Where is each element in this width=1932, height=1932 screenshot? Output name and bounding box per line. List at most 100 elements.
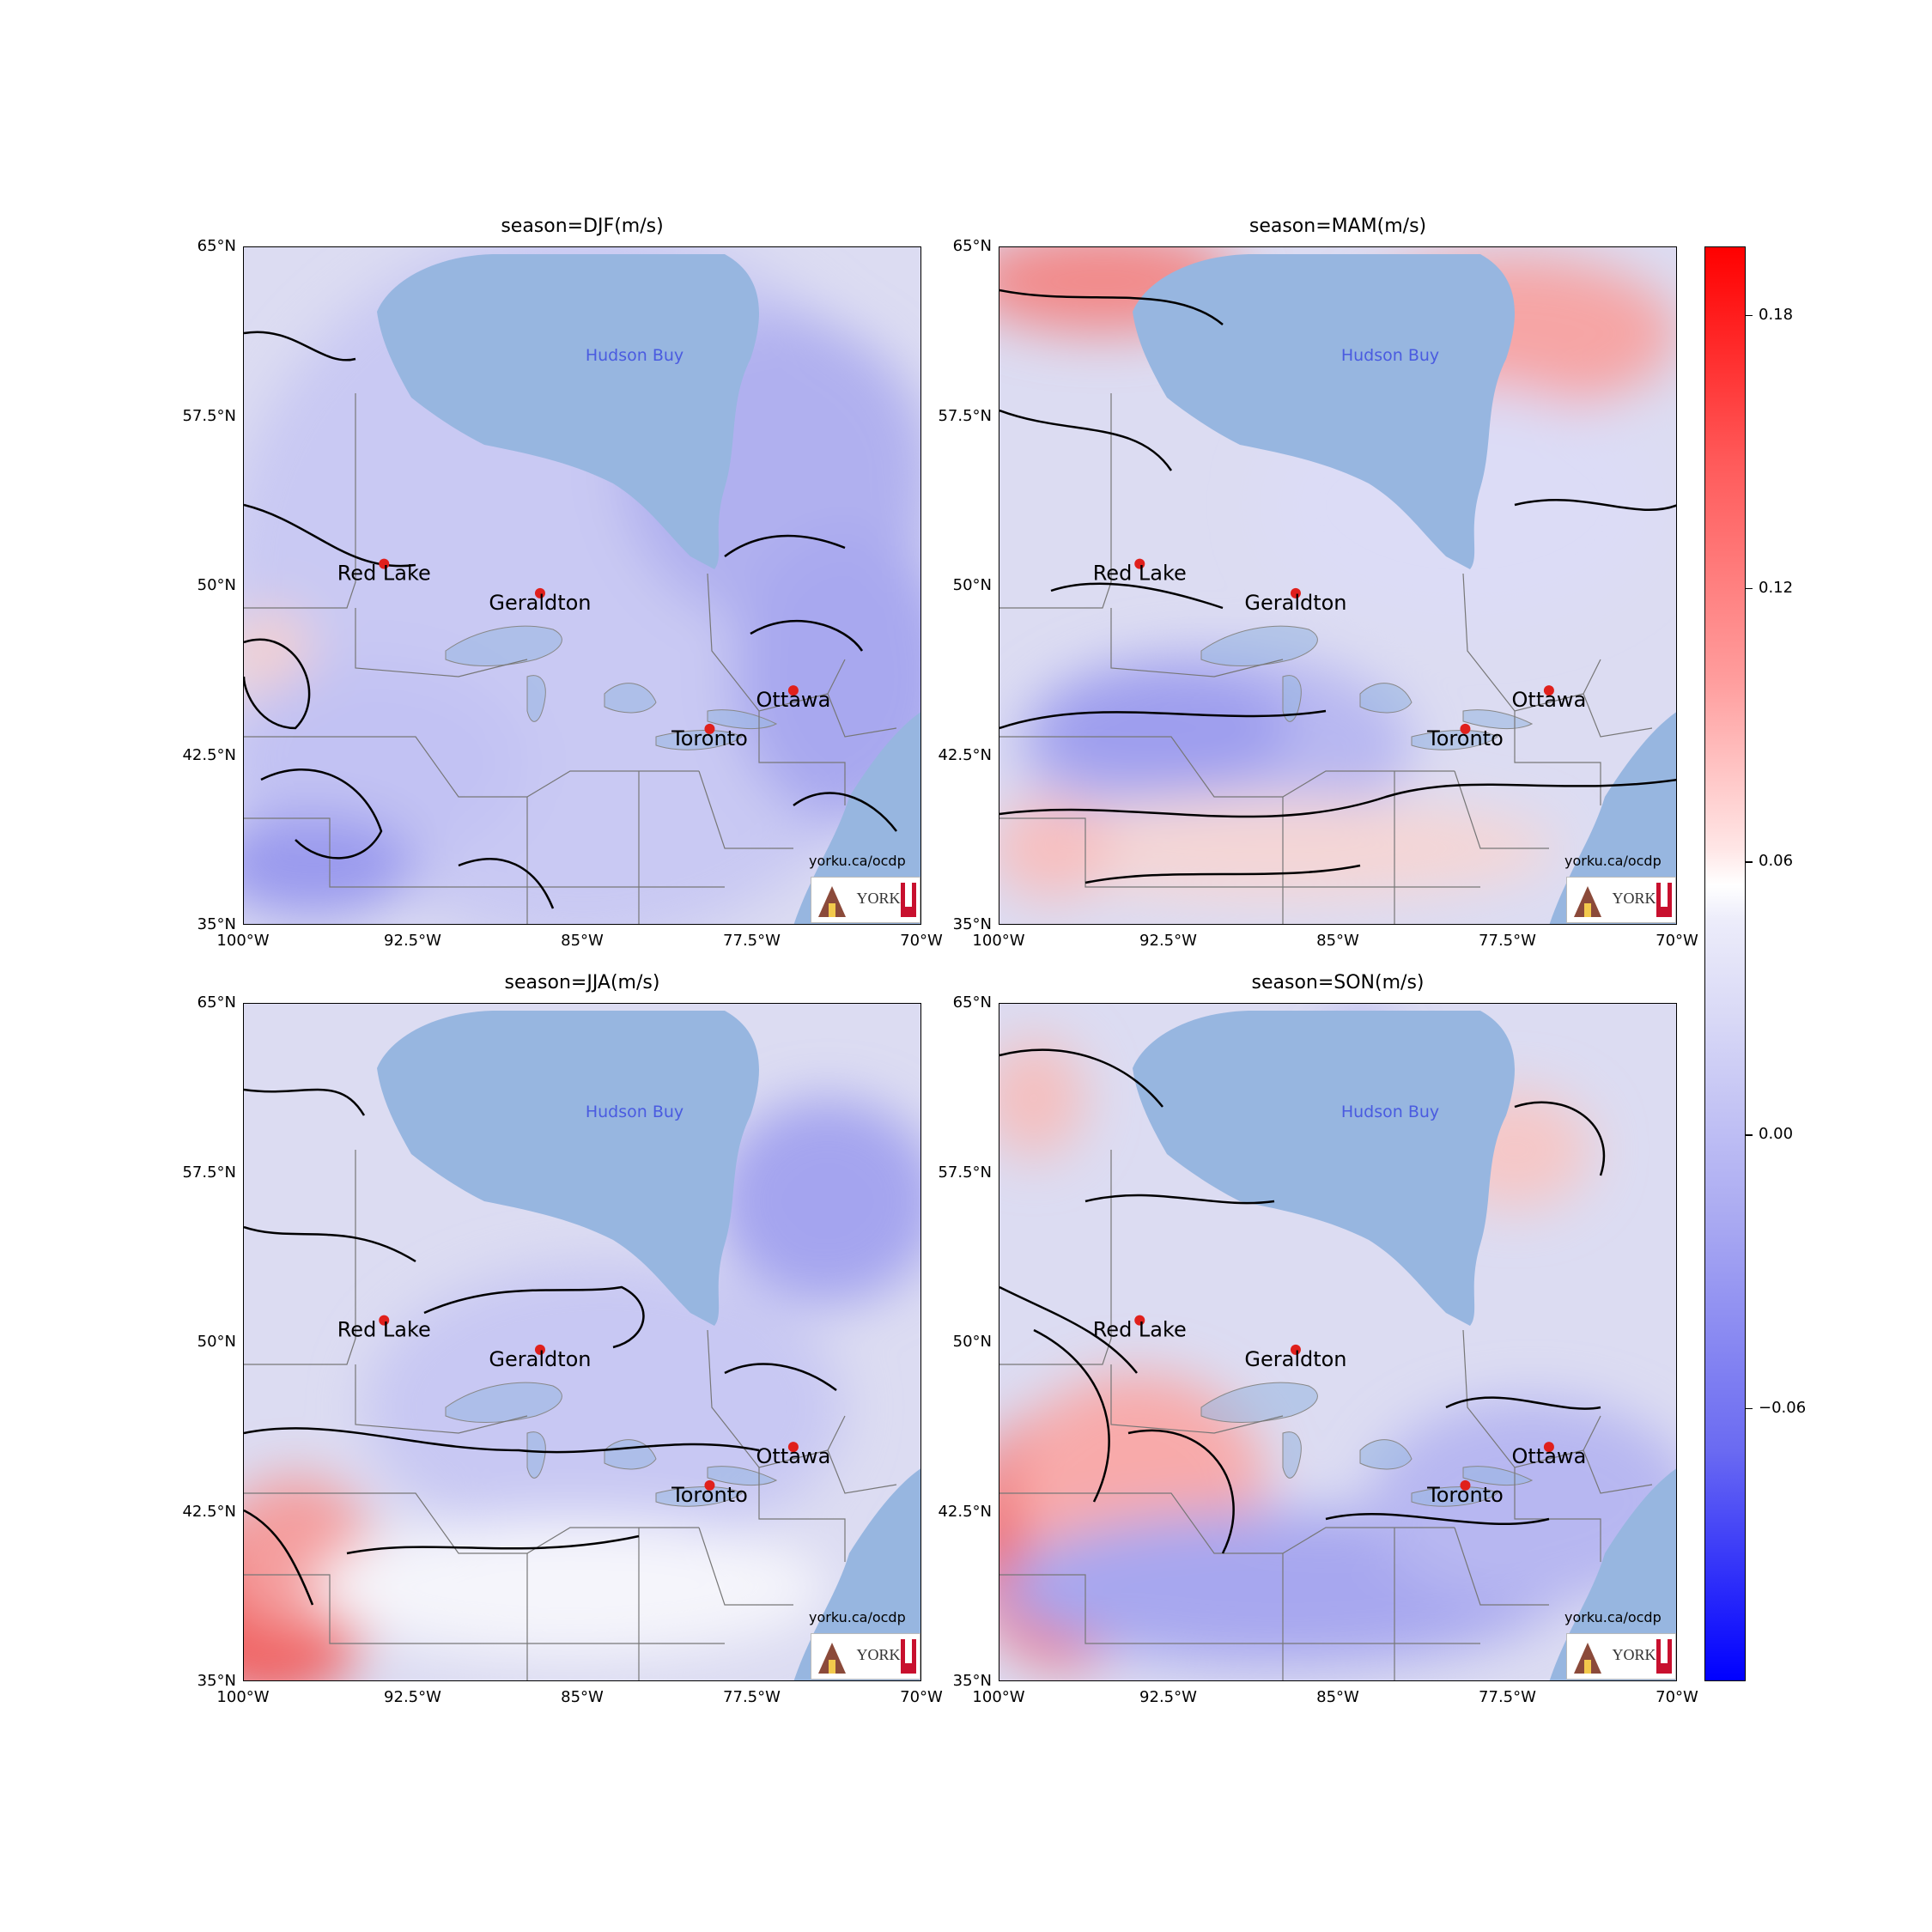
admin-border: [827, 1449, 897, 1494]
lat-tick-label: 57.5°N: [938, 1163, 992, 1182]
city-marker: [534, 1344, 545, 1355]
city-marker: [1460, 1479, 1471, 1491]
field-blob: [1034, 668, 1291, 788]
lat-tick-label: 65°N: [197, 237, 236, 255]
colorbar-tick: [1746, 1407, 1753, 1410]
svg-text:YORK: YORK: [856, 1646, 900, 1663]
svg-text:YORK: YORK: [1612, 1646, 1656, 1663]
city-marker: [1134, 558, 1145, 569]
field-blob: [999, 797, 1111, 900]
lat-tick-label: 42.5°N: [938, 1502, 992, 1521]
colorbar-tick: [1746, 1134, 1753, 1136]
lat-tick-label: 50°N: [952, 1333, 992, 1351]
colorbar-tick-label: 0.06: [1759, 852, 1794, 871]
lat-tick-label: 35°N: [952, 915, 992, 933]
contour-line: [724, 1363, 837, 1392]
city-marker: [787, 685, 799, 696]
lon-tick-label: 70°W: [1656, 932, 1698, 950]
colorbar-tick: [1746, 861, 1753, 863]
york-logo: YORK: [811, 1633, 920, 1680]
lat-tick-label: 50°N: [952, 576, 992, 594]
lat-tick-label: 65°N: [197, 993, 236, 1012]
city-marker: [534, 587, 545, 598]
great-lake: [1200, 625, 1318, 666]
great-lake: [1411, 730, 1498, 750]
contour-line: [244, 1509, 314, 1606]
great-lake: [1282, 675, 1302, 722]
city-label: Red Lake: [337, 562, 431, 586]
admin-border: [1514, 711, 1601, 805]
admin-border: [244, 1492, 699, 1554]
lat-tick-label: 57.5°N: [182, 406, 236, 425]
contour-line: [458, 858, 555, 909]
contour-line: [793, 792, 897, 832]
panel-title: season=DJF(m/s): [501, 216, 664, 237]
map-mam: Hudson Buy Red Lake Geraldton Ottawa Toronto…: [999, 246, 1677, 925]
city-label: Ottawa: [756, 688, 831, 712]
lon-tick-label: 92.5°W: [1139, 1688, 1197, 1706]
admin-border: [244, 736, 699, 798]
svg-text:YORK: YORK: [856, 890, 900, 907]
colorbar-tick-label: 0.00: [1759, 1125, 1794, 1144]
city-marker: [1460, 723, 1471, 734]
hudson-bay: [1133, 1011, 1515, 1326]
lon-tick-label: 100°W: [972, 1688, 1025, 1706]
field-blob: [313, 1519, 828, 1656]
contour-line: [1127, 1429, 1235, 1554]
credit-text: yorku.ca/ocdp: [809, 853, 906, 869]
city-marker: [1134, 1315, 1145, 1326]
atlantic-ocean: [793, 712, 920, 924]
city-marker: [1290, 587, 1301, 598]
lon-tick-label: 85°W: [1316, 932, 1359, 950]
lat-tick-label: 35°N: [197, 915, 236, 933]
city-label: Toronto: [671, 1483, 748, 1507]
city-label: Toronto: [671, 726, 748, 750]
contour-line: [423, 1285, 645, 1349]
lat-tick-label: 42.5°N: [182, 745, 236, 764]
credit-text: yorku.ca/ocdp: [1564, 853, 1662, 869]
great-lake: [604, 683, 657, 714]
contour-line: [1325, 1513, 1550, 1525]
atlantic-ocean: [1549, 712, 1676, 924]
admin-border: [1110, 1364, 1284, 1434]
york-logo: YORK: [1566, 877, 1676, 923]
contour-line: [999, 709, 1327, 730]
lon-tick-label: 77.5°W: [723, 932, 781, 950]
contour-line: [1050, 582, 1224, 610]
map-canvas: Hudson Buy Red Lake Geraldton Ottawa Toronto: [244, 1011, 920, 1680]
lon-tick-label: 85°W: [561, 1688, 604, 1706]
contour-line: [244, 331, 356, 361]
city-marker: [1543, 1442, 1554, 1453]
city-label: Red Lake: [1093, 562, 1187, 586]
lat-tick-label: 57.5°N: [182, 1163, 236, 1182]
lon-tick-label: 77.5°W: [1479, 932, 1536, 950]
contour-line: [244, 503, 416, 568]
map-canvas: Hudson Buy Red Lake Geraldton Ottawa Toronto: [999, 1011, 1676, 1680]
admin-border: [999, 393, 1112, 609]
contour-line: [999, 778, 1676, 818]
map-son: Hudson Buy Red Lake Geraldton Ottawa Toronto…: [999, 1003, 1677, 1681]
great-lake: [1359, 683, 1413, 714]
admin-border: [1454, 770, 1549, 849]
panel-title: season=SON(m/s): [1251, 972, 1425, 993]
contour-line: [999, 1048, 1163, 1108]
great-lake: [1282, 1431, 1302, 1479]
water-label: Hudson Buy: [1341, 1103, 1439, 1121]
lon-tick-label: 85°W: [561, 932, 604, 950]
panel-son: season=SON(m/s) Hudson Buy Red Lake Gerald…: [938, 972, 1698, 1706]
credit-text: yorku.ca/ocdp: [1564, 1609, 1662, 1625]
lat-tick-label: 65°N: [952, 993, 992, 1012]
great-lake: [1200, 1382, 1318, 1423]
credit-text: yorku.ca/ocdp: [809, 1609, 906, 1625]
water-label: Hudson Buy: [1341, 346, 1439, 365]
great-lake: [655, 730, 743, 750]
admin-border: [758, 1467, 846, 1562]
lon-tick-label: 77.5°W: [1479, 1688, 1536, 1706]
panel-title: season=JJA(m/s): [504, 972, 660, 993]
field-blob: [999, 1038, 1085, 1158]
contour-line: [260, 768, 383, 860]
field-blob: [1369, 1399, 1676, 1605]
york-logo: YORK: [811, 877, 920, 923]
contour-line: [1445, 1396, 1601, 1410]
city-label: Toronto: [1426, 1483, 1504, 1507]
